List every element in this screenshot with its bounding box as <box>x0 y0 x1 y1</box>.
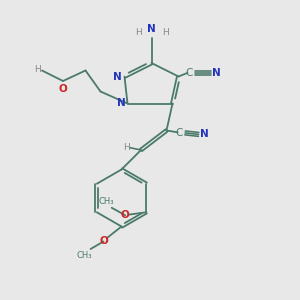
Text: O: O <box>99 236 108 247</box>
Text: C: C <box>176 128 183 138</box>
Text: H: H <box>163 28 169 37</box>
Text: CH₃: CH₃ <box>77 250 92 260</box>
Text: O: O <box>121 210 130 220</box>
Text: N: N <box>200 129 208 140</box>
Text: H: H <box>34 64 41 74</box>
Text: N: N <box>212 68 220 78</box>
Text: N: N <box>116 98 125 109</box>
Text: N: N <box>147 24 156 34</box>
Text: N: N <box>112 71 122 82</box>
Text: H: H <box>123 142 129 152</box>
Text: O: O <box>58 83 68 94</box>
Text: CH₃: CH₃ <box>98 197 114 206</box>
Text: C: C <box>185 68 193 78</box>
Text: H: H <box>136 28 142 37</box>
